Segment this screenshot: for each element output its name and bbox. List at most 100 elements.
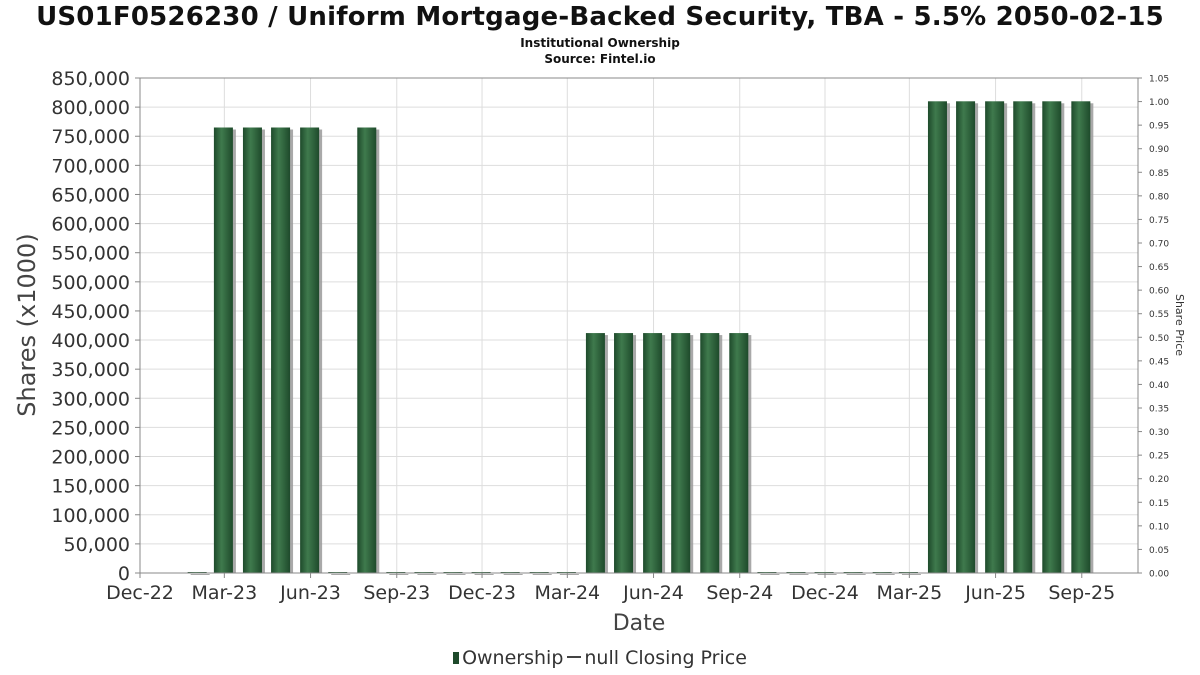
ownership-legend-swatch [453, 652, 460, 664]
chart-subtitle: Institutional Ownership [520, 36, 680, 50]
bar-shadow [532, 574, 552, 575]
ownership-bar [242, 127, 262, 573]
y-tick-label: 650,000 [51, 184, 130, 206]
y-tick-label: 400,000 [51, 330, 130, 352]
y2-tick-labels: 0.00 0.05 0.10 0.15 0.20 0.25 0.30 0.35 0.40 0.45… [1149, 75, 1169, 580]
y2-tick-label: 0.55 [1149, 310, 1169, 320]
y-tick-label: 500,000 [51, 272, 130, 294]
ownership-bar [213, 127, 233, 573]
x-tick-label: Dec-22 [106, 582, 174, 604]
bar-shadow [901, 574, 921, 575]
bar-shadow [190, 574, 210, 575]
y-tick-label: 350,000 [51, 359, 130, 381]
y2-tick-label: 0.00 [1149, 570, 1169, 580]
price-legend-line [567, 656, 582, 658]
plot-frame [139, 77, 1139, 574]
ownership-bar [956, 101, 976, 573]
y2-tick-label: 0.15 [1149, 499, 1169, 509]
x-tick-label: Dec-23 [448, 582, 516, 604]
y-tick-label: 450,000 [51, 301, 130, 323]
bar-shadow [503, 574, 523, 575]
y-tick-labels: 0 50,000 100,000 150,000 200,000 250,000 300,0… [51, 68, 130, 585]
ownership-bar [729, 333, 749, 573]
y-tick-label: 750,000 [51, 126, 130, 148]
bar-shadow [846, 574, 866, 575]
y-tick-label: 300,000 [51, 388, 130, 410]
ownership-bar [1042, 101, 1062, 573]
ownership-bar [271, 127, 291, 573]
x-tick-label: Jun-24 [622, 582, 684, 604]
ownership-bar [671, 333, 691, 573]
x-tick-label: Dec-24 [791, 582, 859, 604]
y-tick-label: 0 [118, 563, 130, 585]
bar-shadow [446, 574, 466, 575]
x-tick-label: Mar-23 [192, 582, 258, 604]
bar-shadow [474, 574, 494, 575]
y2-tick-label: 0.35 [1149, 405, 1169, 415]
legend: Ownership null Closing Price [0, 647, 1200, 669]
ownership-legend-label: Ownership [462, 647, 564, 669]
y2-tick-label: 0.10 [1149, 522, 1169, 532]
bar-shadow [817, 574, 837, 575]
y-axis-label: Shares (x1000) [13, 233, 41, 416]
y2-tick-label: 0.25 [1149, 452, 1169, 462]
ownership-bar [585, 333, 605, 573]
y2-tick-label: 0.45 [1149, 357, 1169, 367]
y2-tick-label: 0.65 [1149, 263, 1169, 273]
y2-tick-label: 0.90 [1149, 145, 1169, 155]
price-legend-label: null Closing Price [584, 647, 747, 669]
y2-tick-label: 1.00 [1149, 98, 1169, 108]
bar-shadow [760, 574, 780, 575]
y2-tick-label: 0.80 [1149, 192, 1169, 202]
axes [135, 77, 1142, 578]
x-tick-labels: Dec-22 Mar-23 Jun-23 Sep-23 Dec-23 Mar-24 Jun-… [106, 582, 1115, 604]
y2-tick-label: 0.95 [1149, 122, 1169, 132]
y-tick-label: 250,000 [51, 417, 130, 439]
y-tick-label: 800,000 [51, 97, 130, 119]
x-tick-label: Jun-23 [279, 582, 341, 604]
y-tick-label: 550,000 [51, 243, 130, 265]
chart-title: US01F0526230 / Uniform Mortgage-Backed S… [36, 2, 1164, 32]
x-tick-label: Sep-23 [363, 582, 430, 604]
bar-shadow [389, 574, 409, 575]
y2-tick-label: 0.40 [1149, 381, 1169, 391]
bar-shadow [331, 574, 351, 575]
y2-tick-label: 0.20 [1149, 475, 1169, 485]
y-tick-label: 150,000 [51, 476, 130, 498]
x-tick-label: Jun-25 [964, 582, 1026, 604]
y2-tick-label: 0.50 [1149, 334, 1169, 344]
bar-shadow [875, 574, 895, 575]
y2-tick-label: 0.60 [1149, 287, 1169, 297]
bar-group [187, 101, 1094, 575]
ownership-bar [1013, 101, 1033, 573]
chart-source: Source: Fintel.io [544, 52, 656, 66]
y-tick-label: 100,000 [51, 505, 130, 527]
ownership-bar [300, 127, 320, 573]
x-tick-label: Sep-24 [706, 582, 773, 604]
y2-axis-label: Share Price [1173, 294, 1186, 356]
bar-shadow [417, 574, 437, 575]
y2-tick-label: 0.05 [1149, 546, 1169, 556]
ownership-bar [1071, 101, 1091, 573]
ownership-bar [985, 101, 1005, 573]
y-tick-label: 850,000 [51, 68, 130, 90]
ownership-bar [357, 127, 377, 573]
x-axis-label: Date [613, 611, 666, 636]
y-tick-label: 50,000 [64, 534, 130, 556]
ownership-bar [700, 333, 720, 573]
y-tick-label: 200,000 [51, 447, 130, 469]
x-tick-label: Sep-25 [1048, 582, 1115, 604]
bar-shadow [559, 574, 579, 575]
y2-tick-label: 0.85 [1149, 169, 1169, 179]
ownership-bar [927, 101, 947, 573]
ownership-bar [614, 333, 634, 573]
y-tick-label: 700,000 [51, 155, 130, 177]
y-tick-label: 600,000 [51, 214, 130, 236]
y2-tick-label: 1.05 [1149, 75, 1169, 85]
y2-tick-label: 0.75 [1149, 216, 1169, 226]
x-tick-label: Mar-24 [534, 582, 600, 604]
x-tick-label: Mar-25 [877, 582, 943, 604]
ownership-bar [643, 333, 663, 573]
y2-tick-label: 0.70 [1149, 240, 1169, 250]
